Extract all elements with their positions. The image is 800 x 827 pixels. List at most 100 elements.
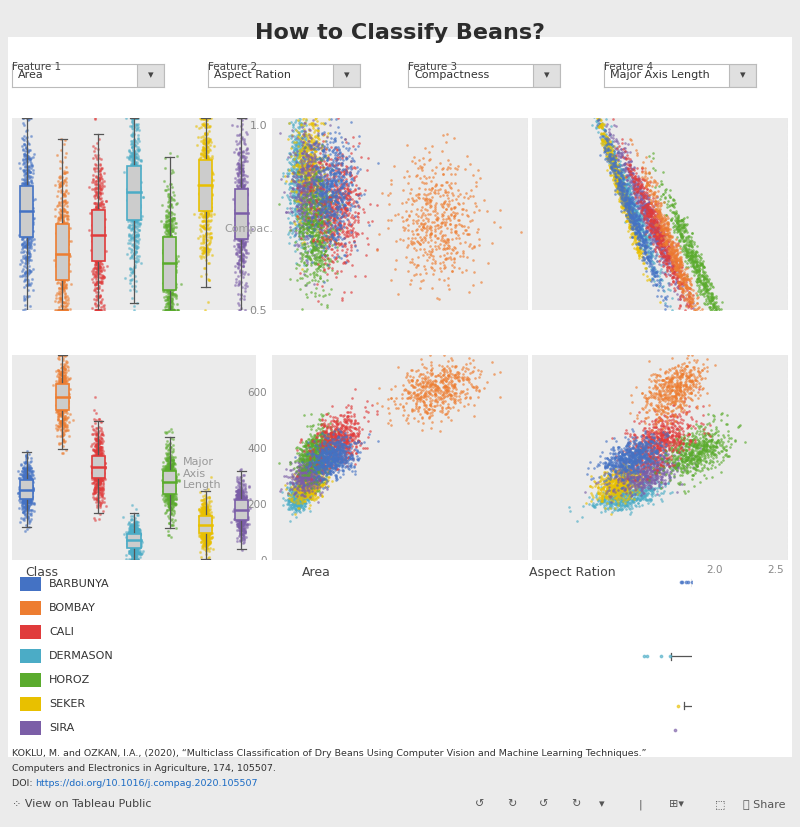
Point	[164, 221, 177, 234]
Point	[202, 171, 214, 184]
Point	[129, 523, 142, 536]
Point	[299, 190, 312, 203]
Point	[620, 497, 633, 510]
Point	[310, 461, 322, 474]
Point	[235, 149, 248, 162]
Point	[657, 283, 670, 296]
Point	[594, 117, 606, 131]
Point	[418, 158, 430, 171]
Point	[615, 172, 628, 185]
Point	[296, 198, 309, 211]
Point	[201, 185, 214, 198]
Point	[293, 477, 306, 490]
Point	[606, 141, 618, 154]
Point	[200, 139, 213, 152]
Point	[299, 482, 312, 495]
Point	[602, 490, 615, 503]
Point	[310, 460, 323, 473]
Point	[347, 160, 360, 174]
Point	[59, 230, 72, 243]
Point	[312, 469, 325, 482]
Point	[127, 168, 140, 181]
Point	[305, 194, 318, 208]
Point	[637, 207, 650, 220]
Point	[19, 207, 32, 220]
Point	[330, 458, 342, 471]
Point	[166, 476, 178, 489]
Point	[18, 466, 30, 480]
Point	[304, 469, 317, 482]
Point	[198, 533, 211, 547]
Point	[674, 220, 687, 233]
Point	[348, 464, 361, 477]
Point	[658, 184, 671, 197]
Point	[333, 187, 346, 200]
Point	[323, 457, 336, 470]
Point	[618, 492, 631, 505]
Point	[651, 209, 664, 222]
Point	[300, 165, 313, 179]
Point	[315, 185, 328, 198]
Point	[198, 161, 210, 174]
Point	[50, 216, 63, 229]
Point	[694, 251, 707, 265]
Point	[136, 210, 149, 223]
Point	[330, 443, 342, 457]
Point	[654, 221, 666, 234]
Point	[659, 237, 672, 250]
Point	[410, 259, 423, 272]
Point	[658, 461, 670, 474]
Point	[438, 394, 451, 407]
Point	[602, 154, 615, 167]
Point	[233, 154, 246, 167]
Point	[638, 201, 651, 214]
Point	[646, 246, 658, 260]
Point	[317, 153, 330, 166]
Point	[200, 512, 213, 525]
Point	[299, 126, 312, 139]
Point	[129, 171, 142, 184]
Point	[234, 500, 247, 513]
Point	[662, 401, 674, 414]
Point	[682, 281, 694, 294]
Point	[334, 149, 346, 162]
Point	[693, 279, 706, 292]
Point	[326, 173, 338, 186]
Point	[690, 449, 703, 462]
Point	[316, 194, 329, 208]
Point	[696, 442, 709, 455]
Point	[308, 176, 321, 189]
Point	[308, 208, 321, 222]
Point	[306, 210, 319, 223]
Point	[306, 474, 318, 487]
Point	[58, 194, 71, 208]
Point	[234, 519, 247, 532]
Point	[299, 205, 312, 218]
Point	[694, 450, 706, 463]
Point	[686, 254, 699, 267]
Point	[88, 475, 101, 488]
Point	[159, 452, 172, 466]
Point	[440, 386, 453, 399]
Point	[687, 295, 700, 308]
Point	[662, 250, 674, 263]
Point	[162, 448, 175, 461]
Point	[234, 196, 247, 209]
Point	[202, 272, 214, 285]
Point	[604, 153, 617, 166]
Point	[297, 197, 310, 210]
Point	[311, 165, 324, 179]
Point	[165, 190, 178, 203]
Point	[310, 454, 322, 467]
Point	[237, 240, 250, 253]
Point	[627, 471, 640, 485]
Point	[642, 473, 655, 486]
Point	[605, 468, 618, 481]
Point	[678, 238, 690, 251]
Point	[58, 359, 71, 372]
Point	[644, 251, 657, 264]
Point	[370, 243, 383, 256]
Point	[199, 121, 212, 134]
Point	[308, 438, 321, 452]
Point	[290, 492, 302, 505]
